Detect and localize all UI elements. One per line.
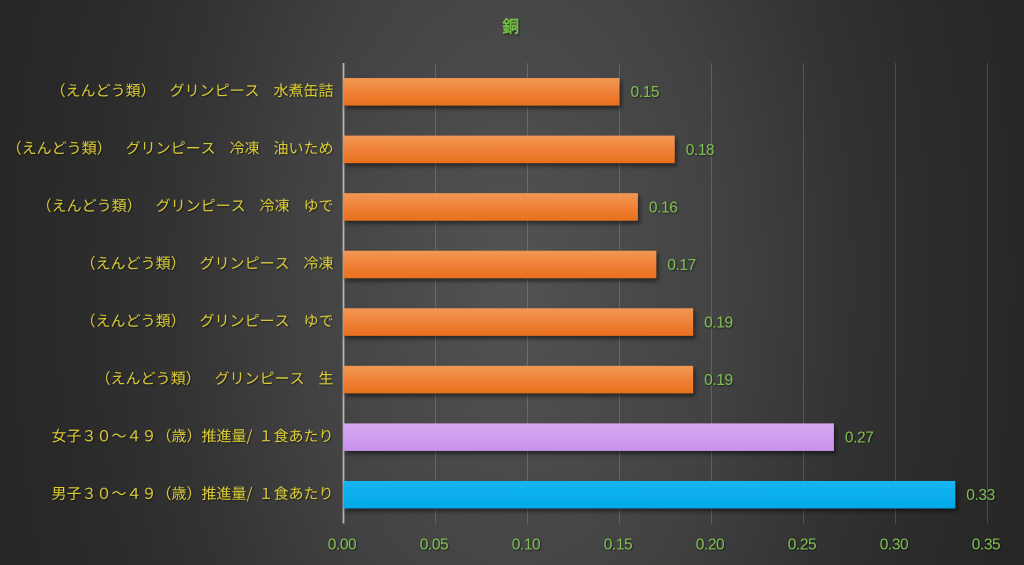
svg-text:0.33: 0.33 [966,487,995,504]
svg-text:0.19: 0.19 [704,314,733,331]
svg-text:0.18: 0.18 [686,142,715,159]
svg-text:0.17: 0.17 [667,257,696,274]
svg-text:0.05: 0.05 [420,536,449,553]
svg-text:0.10: 0.10 [512,536,541,553]
svg-text:0.25: 0.25 [788,536,817,553]
svg-text:0.15: 0.15 [604,536,633,553]
svg-text:0.27: 0.27 [845,430,874,447]
svg-text:0.16: 0.16 [649,199,678,216]
svg-text:0.00: 0.00 [328,536,357,553]
svg-text:0.19: 0.19 [704,372,733,389]
svg-text:0.15: 0.15 [631,84,660,101]
svg-text:0.20: 0.20 [696,536,725,553]
svg-text:0.35: 0.35 [972,536,1001,553]
svg-text:0.30: 0.30 [880,536,909,553]
